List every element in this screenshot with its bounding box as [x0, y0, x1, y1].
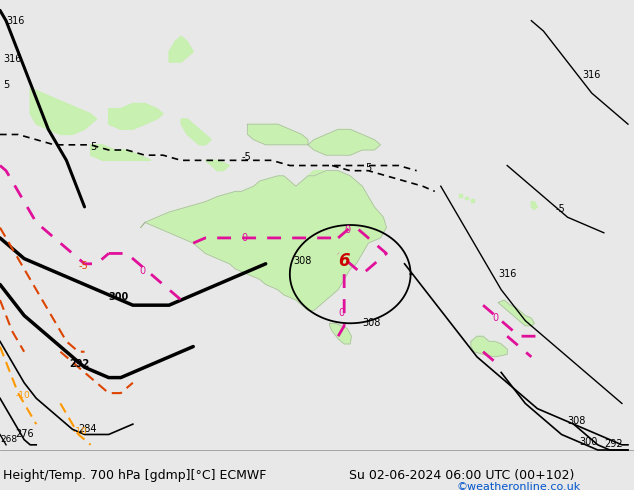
Text: 268: 268	[0, 435, 17, 444]
Text: -5: -5	[242, 152, 251, 162]
Polygon shape	[181, 119, 211, 145]
Text: 292: 292	[604, 440, 623, 449]
Text: ©weatheronline.co.uk: ©weatheronline.co.uk	[456, 482, 581, 490]
Text: 308: 308	[567, 416, 586, 426]
Polygon shape	[91, 145, 151, 160]
Text: -5: -5	[79, 261, 88, 271]
Text: 316: 316	[583, 70, 601, 79]
Polygon shape	[459, 194, 462, 196]
Text: 300: 300	[579, 437, 598, 447]
Text: 5: 5	[91, 142, 97, 152]
Text: Height/Temp. 700 hPa [gdmp][°C] ECMWF: Height/Temp. 700 hPa [gdmp][°C] ECMWF	[3, 469, 266, 482]
Polygon shape	[30, 88, 96, 134]
Text: -10: -10	[15, 392, 30, 400]
Text: -5: -5	[555, 204, 566, 214]
Polygon shape	[141, 171, 387, 310]
Polygon shape	[471, 199, 474, 202]
Polygon shape	[330, 323, 351, 344]
Text: 284: 284	[79, 424, 97, 434]
Text: 292: 292	[70, 359, 89, 369]
Polygon shape	[498, 300, 534, 326]
Text: 308: 308	[362, 318, 380, 328]
Polygon shape	[531, 202, 538, 210]
Polygon shape	[308, 171, 344, 196]
Text: 276: 276	[15, 429, 34, 439]
Polygon shape	[308, 129, 380, 155]
Polygon shape	[205, 160, 230, 171]
Text: 6: 6	[339, 252, 350, 270]
Text: 0: 0	[492, 313, 498, 323]
Text: 316: 316	[3, 54, 22, 64]
Text: 5: 5	[3, 80, 10, 90]
Text: Su 02-06-2024 06:00 UTC (00+102): Su 02-06-2024 06:00 UTC (00+102)	[349, 469, 574, 482]
Polygon shape	[169, 36, 193, 62]
Text: 300: 300	[108, 292, 129, 302]
Polygon shape	[247, 124, 308, 145]
Polygon shape	[471, 336, 507, 357]
Text: 316: 316	[498, 269, 517, 279]
Text: 316: 316	[6, 16, 25, 25]
Polygon shape	[108, 103, 163, 129]
Text: 0: 0	[338, 308, 344, 318]
Text: 308: 308	[293, 256, 311, 266]
Polygon shape	[465, 196, 468, 199]
Text: 5: 5	[365, 163, 372, 172]
Text: 0: 0	[344, 225, 351, 235]
Text: -10: -10	[72, 427, 87, 437]
Text: 0: 0	[139, 266, 145, 276]
Text: 0: 0	[242, 233, 248, 243]
